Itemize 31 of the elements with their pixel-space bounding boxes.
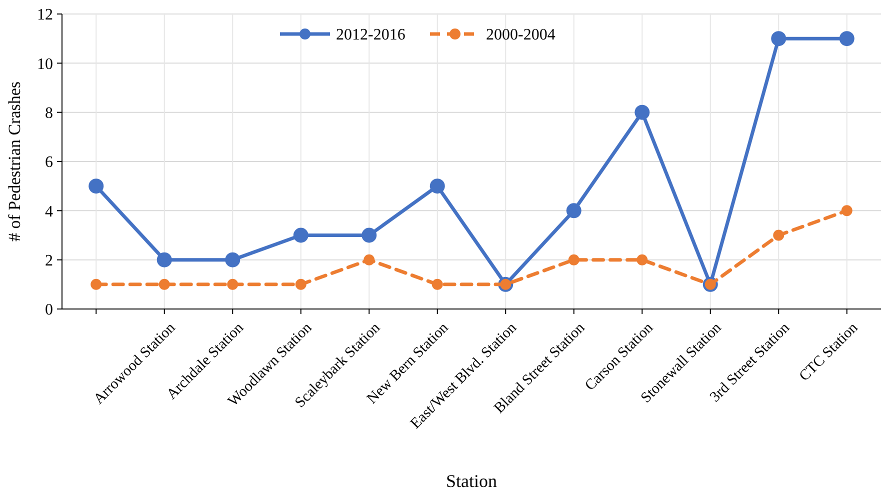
point xyxy=(295,278,306,290)
point xyxy=(430,178,445,194)
point xyxy=(841,205,852,216)
point xyxy=(364,254,375,266)
point xyxy=(839,31,854,46)
y-tick-label: 8 xyxy=(45,104,53,122)
point xyxy=(432,278,443,290)
point xyxy=(90,278,102,290)
y-tick-label: 10 xyxy=(37,56,53,73)
y-tick-label: 0 xyxy=(45,302,53,319)
y-tick-label: 6 xyxy=(45,154,53,172)
point xyxy=(293,228,308,243)
point xyxy=(568,254,580,266)
x-axis-title: Station xyxy=(446,471,498,491)
point xyxy=(771,31,786,46)
point xyxy=(634,104,650,120)
y-tick-label: 2 xyxy=(45,252,53,270)
point xyxy=(566,203,582,218)
point xyxy=(636,254,648,266)
legend-label: 2012-2016 xyxy=(336,26,406,44)
legend-label: 2000-2004 xyxy=(486,26,556,44)
y-axis-title: # of Pedestrian Crashes xyxy=(5,81,24,242)
point xyxy=(227,278,238,290)
point xyxy=(225,252,240,268)
point xyxy=(156,252,172,268)
point xyxy=(362,228,377,243)
y-tick-label: 12 xyxy=(37,6,53,24)
point xyxy=(88,178,104,194)
point xyxy=(773,230,784,241)
point xyxy=(158,278,170,290)
y-tick-label: 4 xyxy=(45,203,53,220)
